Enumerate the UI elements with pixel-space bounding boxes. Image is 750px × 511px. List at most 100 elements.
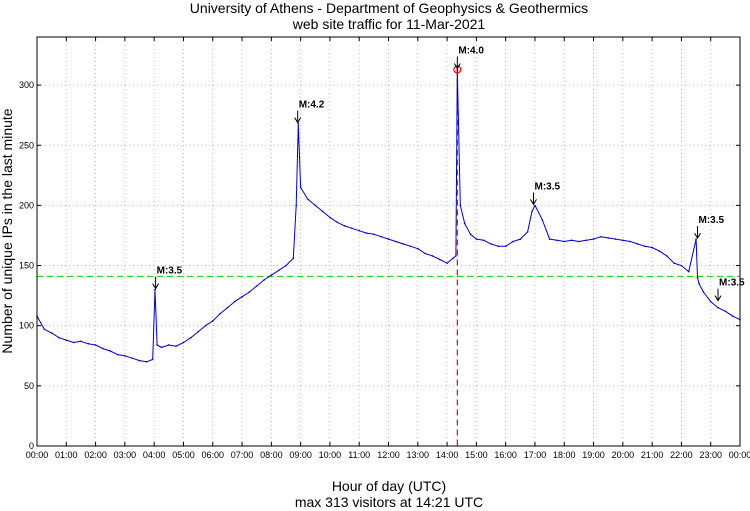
data-point [724, 310, 727, 313]
x-tick-label: 22:00 [670, 450, 693, 460]
data-point [695, 238, 697, 240]
data-point [138, 359, 141, 362]
annotation-arrowhead [294, 117, 302, 124]
annotation: M:4.2 [294, 100, 325, 124]
data-point [585, 239, 588, 242]
data-point [65, 339, 68, 341]
data-point [219, 312, 221, 315]
data-point [226, 306, 229, 309]
x-tick-label: 17:00 [524, 450, 547, 460]
y-tick-label: 50 [24, 381, 34, 391]
x-tick-label: 20:00 [612, 450, 635, 460]
y-tick-label: 200 [19, 200, 34, 210]
annotation: M:4.0 [453, 45, 484, 70]
annotation-label: M:3.5 [157, 266, 183, 277]
data-point [395, 240, 397, 243]
x-tick-label: 00:00 [26, 450, 49, 460]
data-point [431, 255, 434, 257]
data-point [456, 68, 459, 71]
data-point [512, 240, 514, 243]
data-point [241, 296, 243, 298]
x-tick-label: 11:00 [348, 450, 370, 460]
data-point [570, 239, 573, 242]
grid [36, 37, 741, 447]
y-axis-ticks: 0 50 100 150 200 250 300 [19, 80, 740, 451]
data-point [731, 315, 734, 317]
data-points [36, 68, 741, 363]
y-axis-label: Number of unique IPs in the last minute [0, 108, 15, 353]
data-point [175, 345, 177, 347]
data-point [321, 210, 324, 213]
x-tick-label: 09:00 [289, 450, 312, 460]
data-point [548, 238, 551, 240]
annotation-arrowhead [453, 63, 461, 70]
data-point [277, 269, 280, 272]
data-point [698, 282, 700, 285]
data-point [482, 239, 485, 242]
data-point [197, 330, 199, 333]
annotation-arrowhead [152, 283, 160, 290]
chart-title: University of Athens - Department of Geo… [190, 0, 588, 16]
data-point [373, 233, 375, 236]
data-point [295, 204, 298, 207]
data-point [72, 341, 75, 344]
data-point [204, 324, 207, 327]
y-tick-label: 150 [19, 261, 34, 271]
y-tick-label: 100 [19, 321, 34, 331]
data-point [329, 216, 331, 219]
data-point [409, 245, 412, 248]
data-point [285, 264, 287, 267]
x-tick-label: 16:00 [494, 450, 517, 460]
annotations: M:3.5 M:4.2 M:4.0 M:3.5 M:3.5 M:3.5 [152, 45, 745, 302]
data-point [490, 243, 492, 245]
x-tick-label: 05:00 [172, 450, 195, 460]
data-point [43, 328, 46, 331]
x-axis-ticks: 00:00 01:00 02:00 03:00 04:00 05:00 06:00 07:00… [26, 37, 750, 460]
data-point [233, 300, 236, 303]
data-point [248, 291, 251, 293]
data-point [299, 186, 302, 189]
data-point [592, 238, 595, 240]
x-axis-label: Hour of day (UTC) [332, 478, 446, 494]
data-point [168, 344, 170, 346]
data-point [459, 204, 462, 207]
data-point [351, 227, 353, 230]
data-point [531, 210, 533, 213]
annotation: M:3.5 [714, 278, 745, 302]
data-point [102, 347, 104, 350]
data-point [629, 240, 631, 243]
data-point [156, 344, 158, 346]
data-point [651, 246, 653, 249]
data-point [455, 255, 457, 257]
data-point [644, 245, 646, 248]
annotation-label: M:3.5 [719, 278, 745, 289]
x-tick-label: 04:00 [143, 450, 166, 460]
x-tick-label: 06:00 [201, 450, 224, 460]
x-tick-label: 23:00 [699, 450, 722, 460]
data-point [658, 250, 661, 252]
x-tick-label: 07:00 [231, 450, 254, 460]
data-point [131, 357, 133, 359]
x-tick-label: 19:00 [582, 450, 605, 460]
x-tick-label: 21:00 [641, 450, 664, 460]
annotation-arrowhead [530, 199, 537, 206]
data-point [358, 229, 361, 232]
annotation: M:3.5 [152, 266, 183, 290]
data-point [124, 354, 126, 357]
data-point [160, 346, 163, 349]
x-tick-label: 15:00 [465, 450, 488, 460]
data-point [80, 340, 82, 343]
annotation-label: M:4.2 [299, 100, 325, 111]
data-point [452, 257, 454, 260]
data-point [636, 243, 639, 245]
data-point [475, 238, 478, 240]
data-point [146, 360, 148, 363]
data-point [58, 336, 60, 339]
data-point [497, 245, 500, 248]
data-point [151, 358, 154, 361]
data-point [263, 279, 265, 281]
data-point [314, 204, 317, 207]
data-point [109, 350, 112, 352]
data-point [336, 221, 339, 224]
data-point [182, 341, 185, 344]
